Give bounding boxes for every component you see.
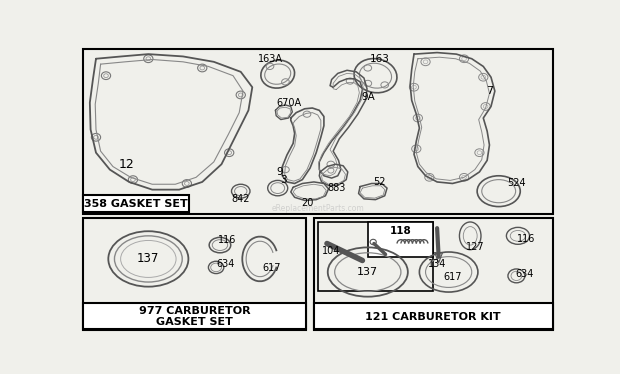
Text: 670A: 670A [276,98,301,108]
Text: 116: 116 [516,234,535,244]
Bar [83,303,306,329]
Text: 358 GASKET SET: 358 GASKET SET [84,199,188,209]
Bar [368,222,433,257]
Text: 617: 617 [262,263,281,273]
Text: 634: 634 [216,259,234,269]
Text: 12: 12 [119,158,135,171]
Bar [83,218,306,330]
Text: 20: 20 [301,199,313,208]
Text: 52: 52 [373,177,386,187]
Text: 3: 3 [281,175,287,186]
Text: 163A: 163A [257,54,283,64]
Text: 842: 842 [231,194,250,204]
Bar [83,195,189,212]
Text: eReplacementParts.com: eReplacementParts.com [272,204,364,214]
Text: 617: 617 [443,272,462,282]
Text: 977 CARBURETOR
GASKET SET: 977 CARBURETOR GASKET SET [139,306,250,328]
Text: 104: 104 [322,246,341,256]
Text: 163: 163 [370,54,389,64]
Text: 137: 137 [137,252,159,266]
Bar [314,218,552,330]
Text: 524: 524 [507,178,526,188]
Text: 134: 134 [428,259,446,269]
Bar [83,49,552,214]
Text: 634: 634 [515,269,533,279]
Bar [317,222,433,291]
Text: 127: 127 [466,242,485,252]
Text: 116: 116 [218,236,236,245]
Bar [314,303,552,329]
Text: 9: 9 [276,167,283,177]
Text: 9A: 9A [361,92,374,102]
Text: 883: 883 [328,183,346,193]
Text: 121 CARBURETOR KIT: 121 CARBURETOR KIT [365,312,501,322]
Text: 118: 118 [390,226,412,236]
Text: 7: 7 [486,86,493,96]
Text: 137: 137 [357,267,378,277]
